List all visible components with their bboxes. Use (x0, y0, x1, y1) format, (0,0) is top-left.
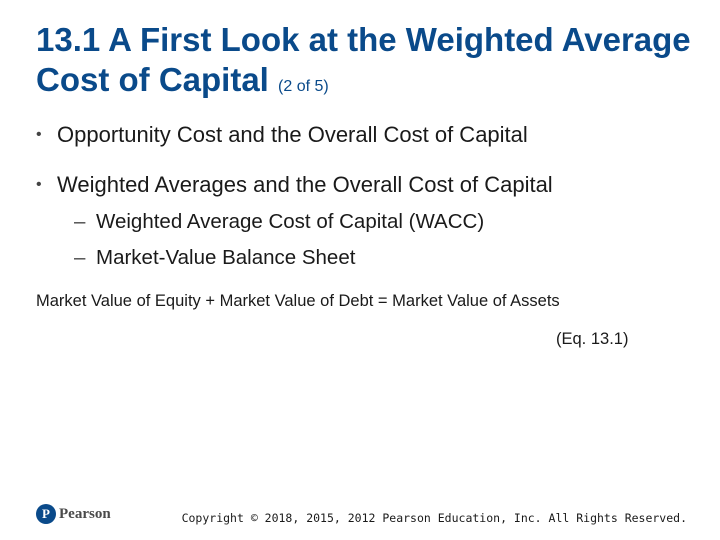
dash-icon: – (74, 210, 86, 233)
subbullet-item: – Market-Value Balance Sheet (74, 245, 694, 271)
bullet-text: Opportunity Cost and the Overall Cost of… (57, 122, 528, 147)
pearson-logo-text: Pearson (59, 505, 111, 522)
bullet-dot-icon: • (36, 176, 42, 193)
subbullet-text: Market-Value Balance Sheet (96, 246, 356, 269)
pearson-logo: P Pearson (36, 503, 111, 525)
slide-title: 13.1 A First Look at the Weighted Averag… (36, 20, 696, 107)
equation-reference: (Eq. 13.1) (556, 330, 629, 348)
pearson-logo-icon: P (36, 504, 56, 524)
slide-title-sub: (2 of 5) (278, 78, 329, 95)
slide-title-main: 13.1 A First Look at the Weighted Averag… (36, 21, 691, 98)
subbullet-item: – Weighted Average Cost of Capital (WACC… (74, 209, 694, 235)
bullet-item: • Opportunity Cost and the Overall Cost … (36, 122, 696, 148)
bullet-list: • Opportunity Cost and the Overall Cost … (36, 122, 696, 222)
copyright-notice: Copyright © 2018, 2015, 2012 Pearson Edu… (181, 511, 687, 525)
bullet-text: Weighted Averages and the Overall Cost o… (57, 172, 553, 197)
subbullet-list: – Weighted Average Cost of Capital (WACC… (74, 209, 694, 281)
bullet-dot-icon: • (36, 126, 42, 143)
dash-icon: – (74, 246, 86, 269)
bullet-item: • Weighted Averages and the Overall Cost… (36, 172, 696, 198)
subbullet-text: Weighted Average Cost of Capital (WACC) (96, 210, 485, 233)
equation: Market Value of Equity + Market Value of… (36, 292, 560, 310)
